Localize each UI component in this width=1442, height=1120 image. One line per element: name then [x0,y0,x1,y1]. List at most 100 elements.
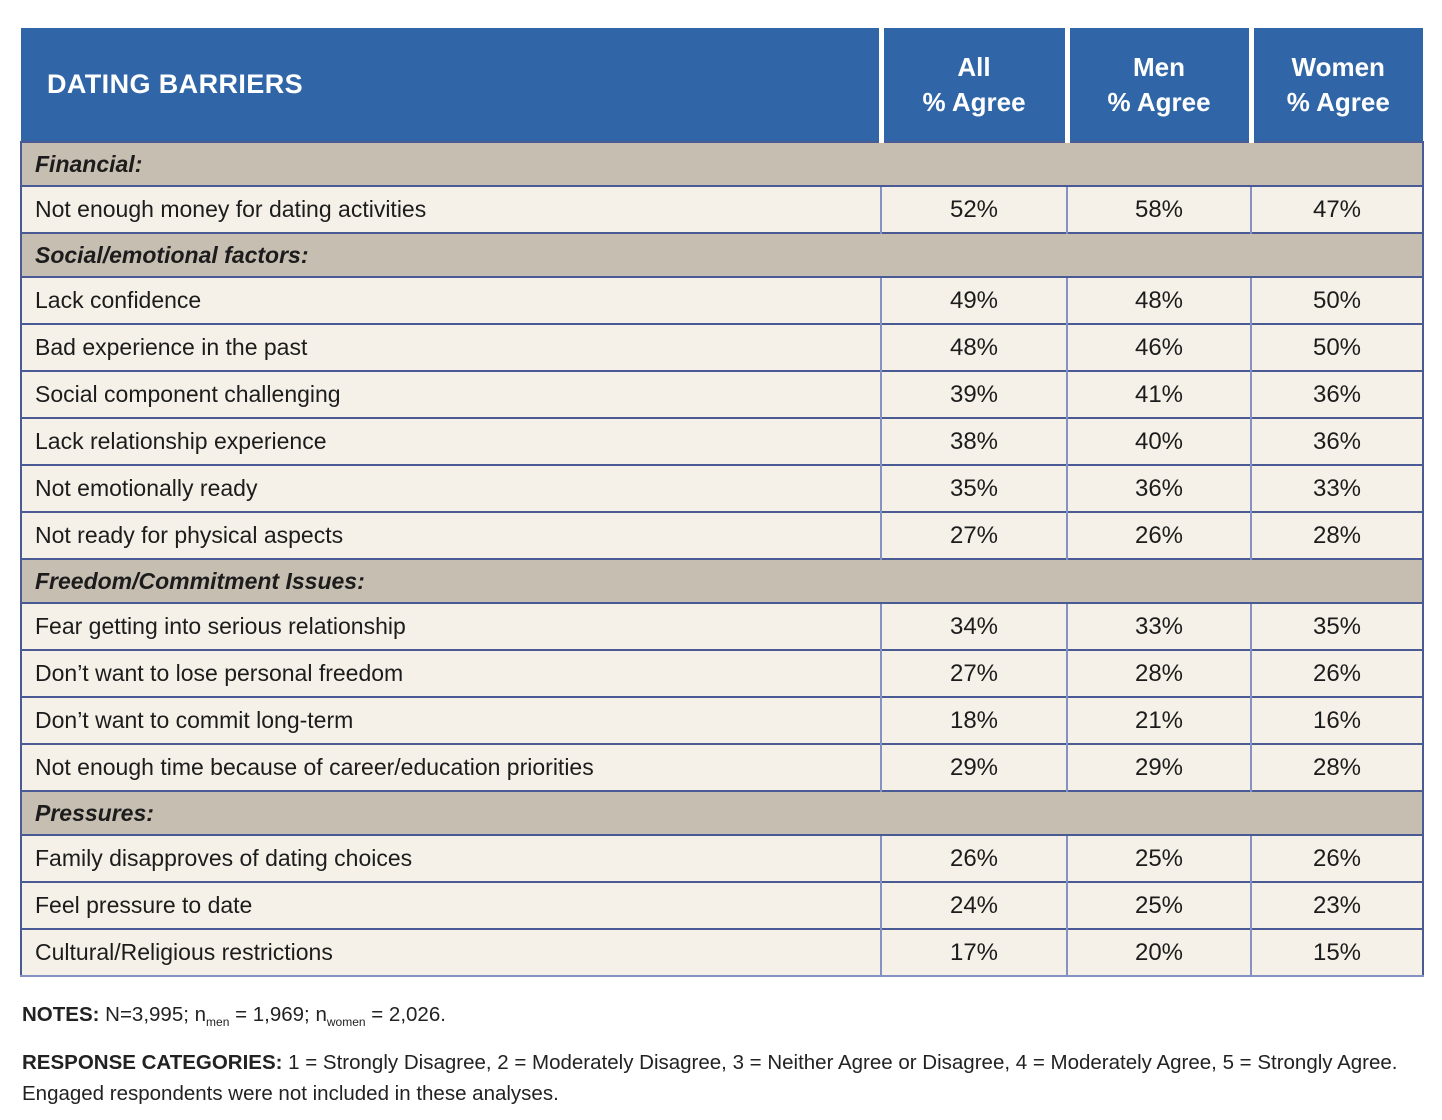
row-label-cell: Fear getting into serious relationship [20,602,881,650]
cell-men-value: 58% [1066,185,1251,233]
table-row: Social component challenging 39% 41% 36% [20,370,1424,418]
table-row: Don’t want to lose personal freedom 27% … [20,649,1424,697]
cell-all-value: 52% [880,185,1067,233]
row-label: Not ready for physical aspects [35,522,344,548]
table-row: Family disapproves of dating choices 26%… [20,834,1424,882]
cell-men-value: 20% [1066,928,1251,977]
notes-n-women-sub: women [326,1015,366,1030]
cell-women-value: 33% [1250,464,1424,512]
column-header-women-line2: % Agree [1286,86,1390,117]
notes-n-women: n [315,1003,327,1026]
section-header-row: Freedom/Commitment Issues: [20,558,1424,603]
table-row: Lack relationship experience 38% 40% 36% [20,417,1424,465]
cell-women-value: 50% [1250,276,1424,324]
row-label: Feel pressure to date [35,892,253,918]
row-label: Social component challenging [35,381,341,407]
cell-women-value: 28% [1250,743,1424,791]
table-row: Fear getting into serious relationship 3… [20,602,1424,650]
cell-women-value: 15% [1250,928,1424,977]
table-row: Lack confidence 49% 48% 50% [20,276,1424,324]
table-row: Feel pressure to date 24% 25% 23% [20,881,1424,929]
cell-all-value: 17% [880,928,1067,977]
section-header-cell: Freedom/Commitment Issues: [20,558,1424,603]
table-row: Not emotionally ready 35% 36% 33% [20,464,1424,512]
response-categories-label: RESPONSE CATEGORIES: [22,1050,283,1074]
row-label: Not enough money for dating activities [35,196,427,222]
cell-women-value: 26% [1250,649,1424,697]
notes-n-men-value: = 1,969; [235,1003,310,1026]
section-header-label: Freedom/Commitment Issues: [35,567,365,594]
cell-women-value: 26% [1250,834,1424,882]
cell-men-value: 25% [1066,881,1251,929]
cell-all-value: 34% [880,602,1067,650]
cell-women-value: 47% [1250,185,1424,233]
row-label: Lack relationship experience [35,428,327,454]
table-row: Not enough time because of career/educat… [20,743,1424,791]
cell-all-value: 27% [880,649,1067,697]
column-header-all: All% Agree [878,28,1067,142]
section-header-row: Social/emotional factors: [20,232,1424,277]
cell-all-value: 27% [880,511,1067,559]
column-header-men: Men% Agree [1064,28,1251,142]
row-label-cell: Not ready for physical aspects [20,511,881,559]
section-header-label: Financial: [35,150,143,177]
cell-all-value: 29% [880,743,1067,791]
cell-women-value: 36% [1250,417,1424,465]
response-categories-text: 1 = Strongly Disagree, 2 = Moderately Di… [288,1050,1398,1074]
cell-all-value: 24% [880,881,1067,929]
section-header-cell: Social/emotional factors: [20,232,1424,277]
cell-all-value: 35% [880,464,1067,512]
cell-women-value: 36% [1250,370,1424,418]
notes-label: NOTES: [22,1003,100,1026]
header-row: DATING BARRIERS All% Agree Men% Agree Wo… [21,28,1423,142]
row-label: Lack confidence [35,287,202,313]
row-label: Cultural/Religious restrictions [35,939,333,965]
column-header-all-line2: % Agree [922,86,1026,117]
response-categories-line: RESPONSE CATEGORIES: 1 = Strongly Disagr… [22,1048,1422,1110]
notes-n-men: n [194,1003,207,1026]
cell-men-value: 40% [1066,417,1251,465]
column-header-women-line1: Women [1291,52,1385,83]
notes-n-men-sub: men [206,1015,230,1030]
column-header-men-line2: % Agree [1107,86,1211,117]
cell-all-value: 18% [880,696,1067,744]
cell-men-value: 28% [1066,649,1251,697]
footnotes: NOTES: N=3,995; nmen = 1,969; nwomen = 2… [22,1000,1422,1109]
table-title: DATING BARRIERS [21,28,881,142]
row-label-cell: Don’t want to commit long-term [20,696,881,744]
row-label-cell: Not enough money for dating activities [20,185,881,233]
cell-women-value: 16% [1250,696,1424,744]
row-label-cell: Cultural/Religious restrictions [20,928,881,977]
row-label-cell: Bad experience in the past [20,323,881,371]
cell-men-value: 21% [1066,696,1251,744]
response-categories-line2: Engaged respondents were not included in… [22,1081,559,1105]
cell-men-value: 25% [1066,834,1251,882]
notes-line: NOTES: N=3,995; nmen = 1,969; nwomen = 2… [22,1000,1422,1031]
cell-all-value: 38% [880,417,1067,465]
notes-n-total: N=3,995; [105,1003,189,1026]
cell-men-value: 41% [1066,370,1251,418]
table-row: Cultural/Religious restrictions 17% 20% … [20,928,1424,977]
table-row: Don’t want to commit long-term 18% 21% 1… [20,696,1424,744]
table-row: Not ready for physical aspects 27% 26% 2… [20,511,1424,559]
cell-men-value: 46% [1066,323,1251,371]
cell-all-value: 39% [880,370,1067,418]
dating-barriers-table: DATING BARRIERS All% Agree Men% Agree Wo… [20,28,1424,977]
cell-all-value: 26% [880,834,1067,882]
row-label-cell: Not emotionally ready [20,464,881,512]
cell-women-value: 28% [1250,511,1424,559]
row-label: Bad experience in the past [35,334,308,360]
cell-men-value: 26% [1066,511,1251,559]
column-header-women: Women% Agree [1248,28,1423,142]
row-label: Don’t want to lose personal freedom [35,660,404,686]
table-row: Bad experience in the past 48% 46% 50% [20,323,1424,371]
cell-men-value: 29% [1066,743,1251,791]
notes-n-women-value: = 2,026. [371,1003,446,1026]
row-label: Not emotionally ready [35,475,258,501]
cell-women-value: 35% [1250,602,1424,650]
cell-men-value: 33% [1066,602,1251,650]
cell-women-value: 50% [1250,323,1424,371]
section-header-row: Financial: [20,141,1424,186]
section-header-label: Pressures: [35,799,154,826]
section-header-cell: Financial: [20,141,1424,186]
